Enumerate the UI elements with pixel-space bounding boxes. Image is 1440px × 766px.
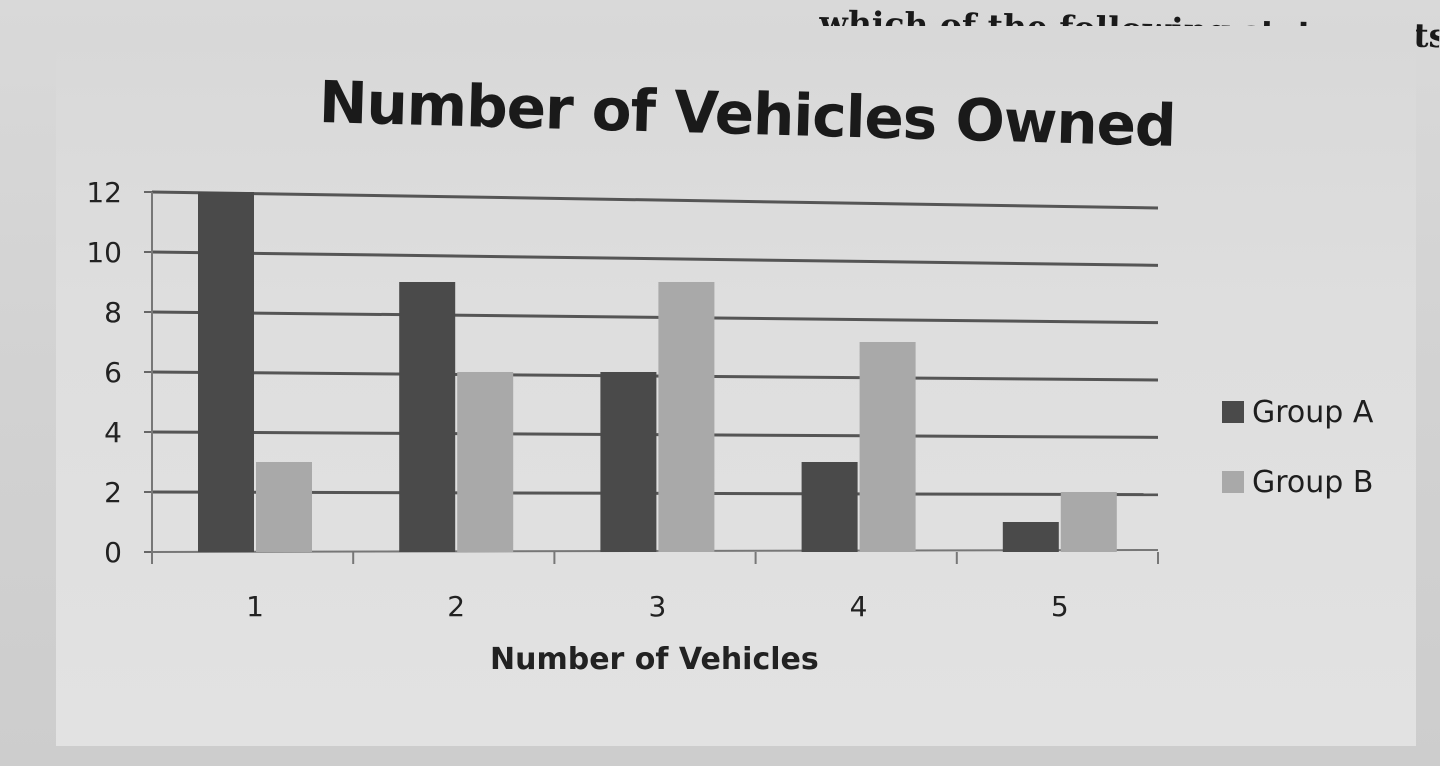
- y-tick-label-0: 0: [104, 536, 122, 569]
- bar-group-b-5: [1060, 492, 1117, 552]
- y-tick-label-4: 4: [104, 416, 122, 449]
- legend-swatch-group-a: [1222, 401, 1244, 423]
- y-tick-label-8: 8: [104, 296, 122, 329]
- bar-group-b-4: [859, 342, 916, 552]
- legend: Group A Group B: [1222, 392, 1373, 532]
- gridline-10: [151, 250, 1159, 267]
- bars: [198, 192, 1117, 552]
- legend-item-group-b: Group B: [1222, 462, 1373, 502]
- bar-group-a-4: [801, 462, 858, 552]
- bar-group-b-1: [256, 462, 312, 552]
- legend-label-group-b: Group B: [1252, 464, 1374, 500]
- bar-group-b-3: [658, 282, 715, 552]
- bar-group-a-2: [399, 282, 456, 552]
- bar-group-b-2: [457, 372, 514, 552]
- x-tick-label-4: 4: [850, 590, 868, 623]
- bar-group-a-5: [1002, 522, 1059, 552]
- y-tick-label-6: 6: [104, 356, 122, 389]
- x-tick-label-1: 1: [246, 590, 264, 623]
- y-tick-label-2: 2: [104, 476, 122, 509]
- chart-panel: [56, 26, 1416, 746]
- x-tick-label-5: 5: [1051, 590, 1069, 623]
- bar-group-a-3: [600, 372, 657, 552]
- gridline-8: [151, 310, 1159, 325]
- bar-group-a-1: [198, 192, 254, 552]
- legend-swatch-group-b: [1222, 471, 1244, 493]
- y-tick-label-10: 10: [86, 236, 122, 269]
- legend-label-group-a: Group A: [1252, 394, 1374, 430]
- gridline-12: [151, 190, 1159, 210]
- x-axis-label: Number of Vehicles: [490, 642, 819, 677]
- y-tick-label-12: 12: [86, 176, 122, 209]
- legend-item-group-a: Group A: [1222, 392, 1373, 432]
- x-tick-label-2: 2: [447, 590, 465, 623]
- x-tick-label-3: 3: [648, 590, 666, 623]
